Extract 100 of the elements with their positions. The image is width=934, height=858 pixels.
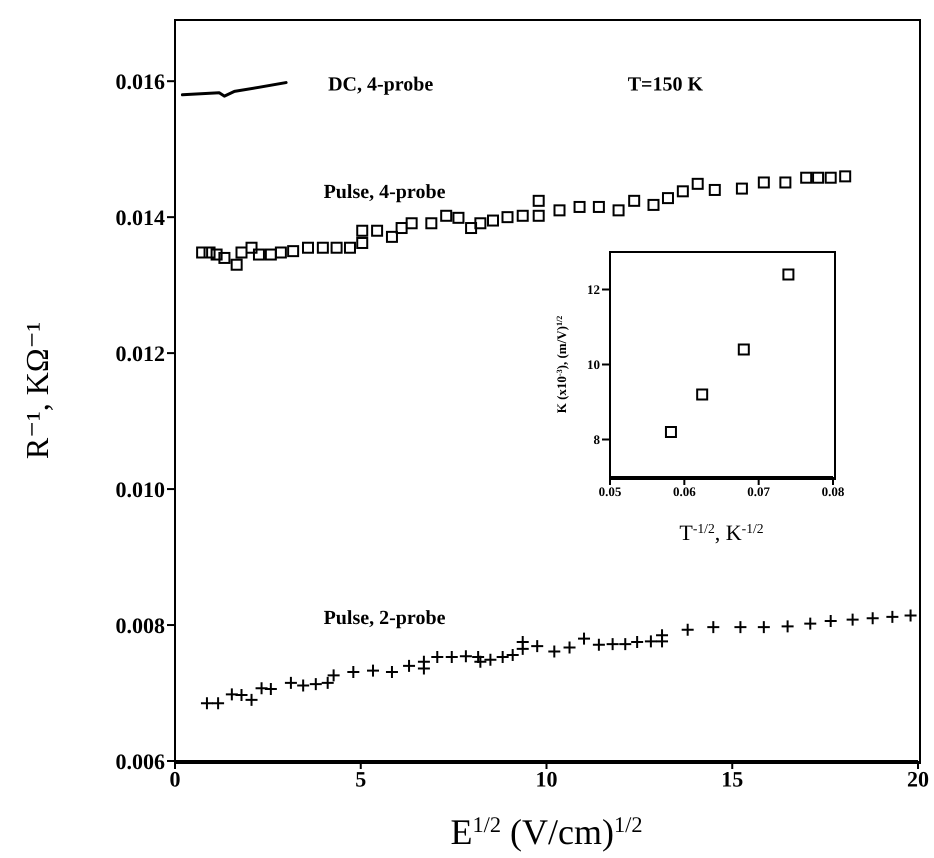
point — [532, 210, 545, 222]
point — [696, 388, 708, 400]
point — [204, 246, 216, 258]
point — [326, 668, 341, 682]
y-tick-label: 0.010 — [116, 476, 165, 502]
point — [506, 648, 520, 662]
point — [264, 248, 277, 261]
point — [733, 620, 748, 634]
point — [501, 211, 514, 224]
point — [196, 246, 208, 258]
point — [483, 652, 498, 667]
point — [254, 681, 269, 696]
point — [211, 696, 226, 710]
point — [644, 634, 658, 648]
point — [574, 200, 586, 213]
point — [230, 258, 243, 271]
point — [346, 664, 360, 679]
x-tick-label: 0.08 — [822, 484, 845, 500]
point — [284, 676, 298, 690]
point — [274, 246, 287, 258]
point — [592, 638, 606, 652]
point — [736, 182, 748, 195]
point — [371, 224, 384, 237]
point — [402, 658, 416, 673]
point — [618, 637, 632, 652]
point — [344, 242, 356, 254]
point — [904, 608, 918, 623]
point — [234, 688, 248, 702]
point — [287, 245, 300, 258]
point — [803, 616, 818, 631]
point — [386, 230, 398, 243]
point — [465, 222, 478, 234]
point — [885, 610, 900, 624]
point — [444, 650, 459, 664]
x-tick-label: 0.05 — [598, 484, 622, 500]
point — [416, 662, 431, 676]
point — [606, 637, 620, 652]
line-series — [180, 81, 288, 98]
point — [839, 170, 852, 182]
point — [246, 242, 258, 254]
point — [200, 696, 214, 710]
point — [554, 204, 566, 216]
annotation: T=150 K — [628, 73, 704, 96]
x-tick-label: 10 — [536, 766, 558, 792]
point — [425, 217, 438, 230]
x-tick-label: 0 — [170, 766, 180, 792]
point — [356, 236, 368, 249]
point — [824, 614, 838, 628]
point — [708, 184, 721, 196]
point — [516, 210, 529, 222]
point — [756, 620, 771, 634]
point — [758, 176, 770, 188]
point — [630, 635, 644, 650]
series-label: Pulse, 2-probe — [324, 607, 446, 630]
point — [676, 185, 689, 198]
point — [308, 677, 323, 692]
point — [680, 622, 695, 637]
point — [320, 676, 335, 690]
point — [252, 248, 265, 261]
point — [316, 242, 329, 254]
y-tick-label: 0.012 — [116, 340, 165, 366]
point — [474, 217, 486, 230]
x-axis-title: E$^{1/2}$ (V/cm)$^{1/2}$ — [450, 812, 642, 852]
point — [356, 224, 368, 237]
point — [782, 268, 794, 280]
point — [330, 242, 343, 254]
point — [487, 214, 500, 227]
point — [612, 204, 625, 216]
point — [532, 194, 545, 207]
point — [396, 222, 408, 234]
point — [562, 640, 577, 654]
y-tick-label: 0.008 — [116, 612, 165, 638]
point — [738, 344, 750, 356]
x-tick-label: 0.06 — [672, 484, 696, 500]
point — [824, 172, 837, 184]
point — [655, 634, 670, 648]
y-tick-label: 12 — [587, 282, 600, 298]
point — [264, 682, 278, 696]
point — [800, 172, 812, 184]
series-label: Pulse, 4-probe — [324, 180, 446, 203]
point — [530, 639, 544, 654]
point — [244, 692, 259, 707]
text: DC, 4-probe — [328, 74, 434, 96]
point — [628, 194, 640, 207]
point — [430, 650, 444, 664]
point — [592, 200, 605, 213]
point — [366, 664, 380, 678]
point — [384, 664, 399, 679]
point — [406, 217, 418, 230]
point — [496, 650, 510, 664]
y-tick-label: 0.014 — [116, 204, 165, 230]
y-tick-label: 8 — [594, 432, 600, 448]
y-tick-label: 0.016 — [116, 68, 165, 94]
point — [577, 632, 592, 646]
point — [302, 242, 314, 254]
point — [664, 426, 677, 438]
point — [779, 176, 792, 188]
x-tick-label: 20 — [907, 766, 929, 792]
point — [647, 198, 660, 211]
point — [218, 252, 230, 264]
